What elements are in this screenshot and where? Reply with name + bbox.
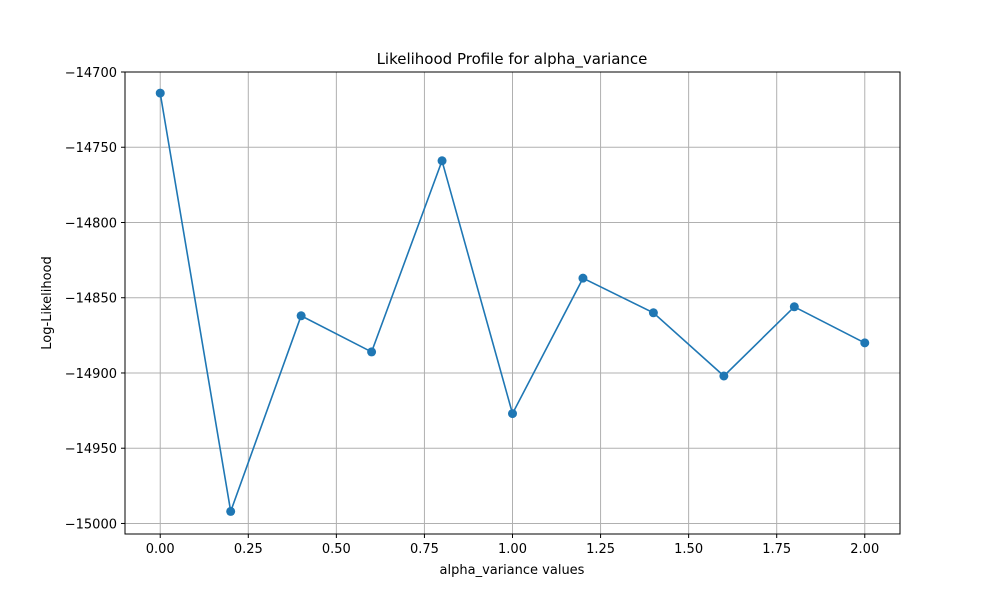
x-tick-label: 0.50 (322, 542, 351, 557)
data-point (648, 308, 658, 318)
y-tick-label: −15000 (65, 517, 117, 532)
axis-ticks: 0.00 0.25 0.50 0.75 1.00 1.25 1.50 1.75 2.00 −147… (65, 66, 879, 557)
y-tick-label: −14950 (65, 442, 117, 457)
y-tick-label: −14700 (65, 66, 117, 81)
data-point (437, 156, 447, 166)
y-tick-label: −14850 (65, 292, 117, 307)
y-axis-title: Log-Likelihood (40, 256, 55, 349)
x-tick-label: 0.00 (146, 542, 175, 557)
data-point (296, 311, 306, 321)
x-tick-label: 0.25 (234, 542, 263, 557)
data-point (789, 302, 799, 312)
data-point (578, 273, 588, 283)
data-point (226, 506, 236, 516)
x-tick-label: 1.50 (674, 542, 703, 557)
x-tick-label: 1.75 (762, 542, 791, 557)
data-series (155, 88, 870, 516)
data-point (367, 347, 377, 357)
y-tick-label: −14900 (65, 367, 117, 382)
x-tick-label: 2.00 (850, 542, 879, 557)
data-point (719, 371, 729, 381)
chart-title: Likelihood Profile for alpha_variance (377, 50, 648, 69)
y-tick-label: −14750 (65, 141, 117, 156)
data-point (155, 88, 165, 98)
y-tick-label: −14800 (65, 216, 117, 231)
x-tick-label: 1.25 (586, 542, 615, 557)
x-tick-label: 1.00 (498, 542, 527, 557)
grid-lines (125, 71, 900, 534)
data-point (508, 409, 517, 419)
x-tick-label: 0.75 (410, 542, 439, 557)
data-point (860, 338, 870, 348)
x-axis-title: alpha_variance values (440, 563, 585, 578)
